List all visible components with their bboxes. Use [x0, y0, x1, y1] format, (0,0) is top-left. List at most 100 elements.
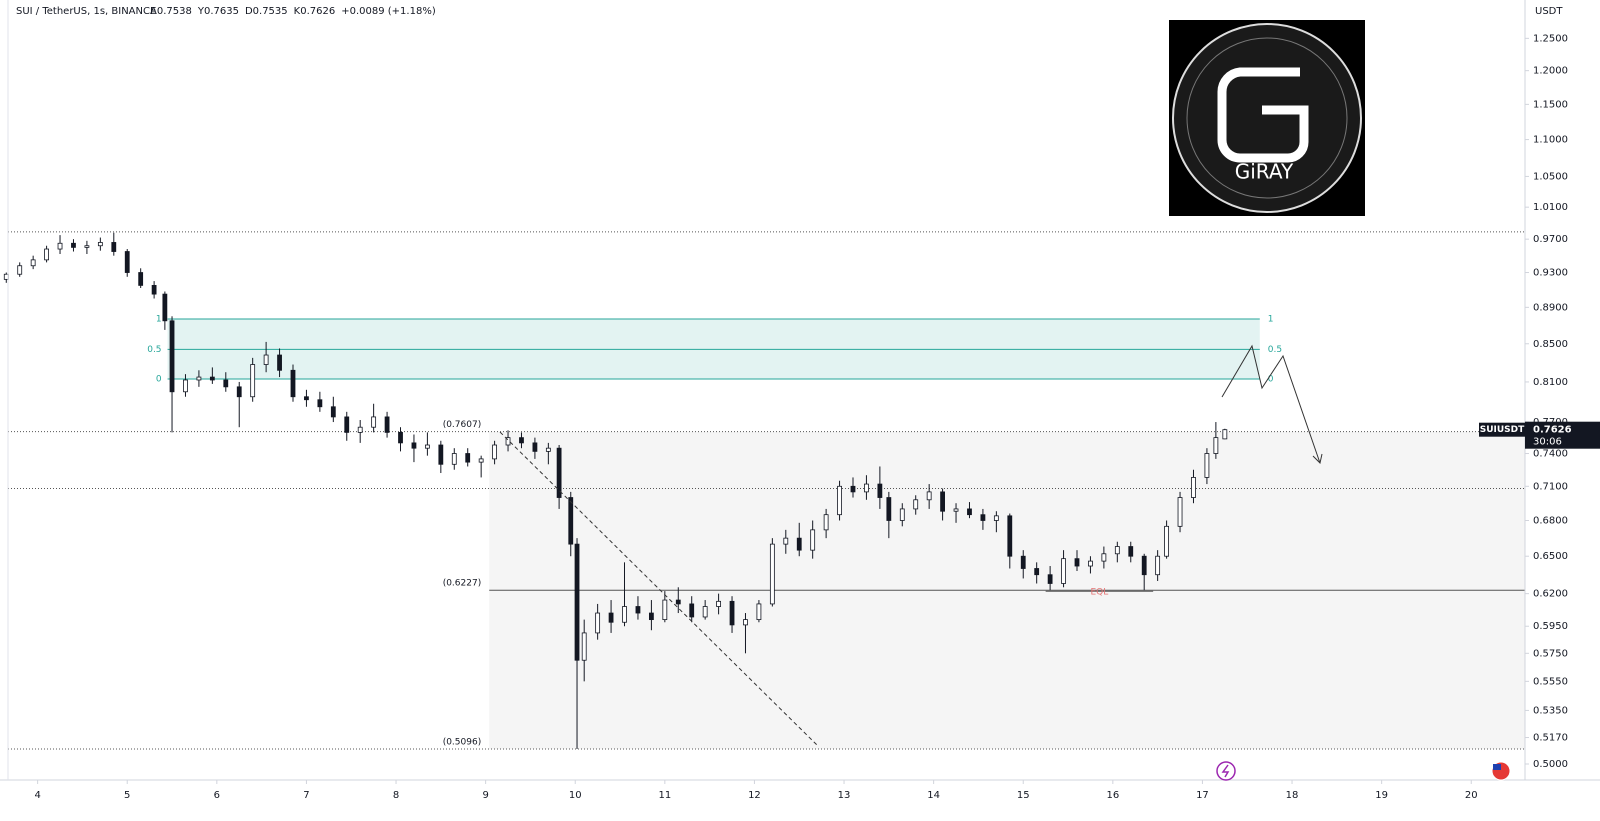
x-tick-label: 8	[393, 790, 399, 801]
candle-body	[17, 265, 23, 275]
candle-body	[1155, 555, 1161, 576]
candle-body	[1128, 546, 1134, 557]
y-tick-label: 1.2500	[1533, 33, 1568, 44]
x-tick-label: 14	[927, 790, 940, 801]
candle-body	[980, 514, 986, 521]
ohlc-value: +0.0089 (+1.18%)	[341, 6, 436, 17]
candle-body	[97, 242, 103, 247]
candle-body	[635, 606, 641, 614]
plot-area: (0.7607) (0.6227) (0.5096) 1 1 0.5 0.5 0 0 EQL	[3, 231, 1526, 750]
y-tick-label: 0.6200	[1533, 589, 1568, 600]
candle-body	[263, 354, 269, 365]
chart-title: SUI / TetherUS, 1s, BINANCE	[16, 6, 156, 17]
candle-body	[823, 514, 829, 531]
candle-body	[913, 499, 919, 510]
candle-body	[151, 285, 157, 295]
candle-body	[1007, 515, 1013, 557]
candle-body	[532, 442, 538, 452]
y-tick-label: 0.6500	[1533, 551, 1568, 562]
candle-body	[57, 242, 63, 250]
candle-body	[209, 376, 215, 381]
candle-body	[648, 612, 654, 621]
candle-body	[371, 416, 377, 428]
candle-body	[505, 437, 511, 446]
x-tick-label: 11	[658, 790, 671, 801]
candle-body	[330, 406, 336, 418]
candle-body	[384, 416, 390, 433]
x-tick-label: 13	[838, 790, 851, 801]
candle-body	[743, 619, 748, 626]
y-tick-label: 1.0100	[1533, 202, 1568, 213]
candle-body	[608, 612, 614, 623]
fib-label-left: 0	[156, 375, 162, 385]
candle-body	[545, 447, 551, 452]
candle-body	[1213, 437, 1219, 454]
candle-body	[183, 379, 188, 393]
y-tick-label: 0.9700	[1533, 234, 1568, 245]
projection-arrow	[1312, 453, 1323, 464]
candle-body	[1204, 453, 1210, 478]
candle-body	[581, 632, 587, 661]
y-tick-label: 0.5000	[1533, 759, 1568, 770]
candle-body	[451, 453, 457, 465]
candle-body	[138, 272, 144, 286]
y-tick-label: 0.5170	[1533, 733, 1568, 744]
x-tick-label: 18	[1286, 790, 1299, 801]
candle-body	[595, 612, 601, 634]
symbol-badge-label: SUIUSDT	[1480, 425, 1525, 435]
candle-body	[71, 242, 76, 248]
y-tick-label: 0.5550	[1533, 676, 1568, 687]
y-tick-label: 0.7400	[1533, 449, 1568, 460]
ohlc-value: K0.7626	[294, 6, 336, 17]
ohlc-value: A0.7538	[150, 6, 192, 17]
candle-body	[1074, 558, 1080, 567]
eql-label: EQL	[1090, 588, 1108, 598]
candle-body	[317, 399, 323, 408]
candle-body	[675, 599, 681, 605]
symbol-badge	[1479, 422, 1525, 437]
candle-body	[162, 293, 168, 322]
lightning-glyph	[1221, 764, 1230, 778]
x-tick-label: 4	[34, 790, 40, 801]
lightning-icon[interactable]	[1216, 761, 1236, 781]
candle-body	[1141, 555, 1147, 576]
price-badge-timer: 30:06	[1533, 437, 1562, 448]
candle-body	[1222, 429, 1228, 440]
price-badge-value: 0.7626	[1533, 425, 1572, 436]
y-tick-label: 0.8100	[1533, 377, 1568, 388]
candle-body	[810, 529, 816, 551]
fib-label-left: 1	[156, 315, 162, 325]
y-tick-label: 1.1500	[1533, 99, 1568, 110]
x-tick-label: 17	[1196, 790, 1209, 801]
candle-body	[622, 606, 627, 623]
candle-body	[993, 515, 999, 521]
y-axis-label: USDT	[1535, 6, 1563, 17]
ohlc-value: Y0.7635	[197, 6, 239, 17]
ohlc-value: D0.7535	[245, 6, 288, 17]
fib-label-left: 0.5	[147, 345, 161, 355]
candle-body	[729, 600, 735, 626]
candle-body	[1020, 555, 1026, 569]
candle-body	[886, 497, 892, 521]
y-tick-label: 0.9300	[1533, 268, 1568, 279]
candle-body	[492, 444, 497, 460]
y-tick-label: 0.8900	[1533, 302, 1568, 313]
candle-body	[899, 508, 905, 521]
candle-body	[465, 453, 471, 463]
logo-text: GiRAY	[1235, 160, 1294, 184]
y-tick-label: 0.5950	[1533, 621, 1568, 632]
x-tick-label: 15	[1017, 790, 1030, 801]
candle-body	[1034, 568, 1040, 576]
candle-body	[111, 242, 117, 252]
logo: GiRAY	[1169, 20, 1365, 216]
x-tick-label: 19	[1375, 790, 1388, 801]
candle-body	[556, 447, 562, 498]
trend-line	[499, 431, 819, 747]
y-tick-label: 1.1000	[1533, 135, 1568, 146]
candle-body	[864, 483, 869, 493]
candle-body	[236, 386, 242, 398]
x-tick-label: 9	[482, 790, 488, 801]
candle-body	[478, 458, 484, 463]
y-tick-label: 0.5750	[1533, 648, 1568, 659]
